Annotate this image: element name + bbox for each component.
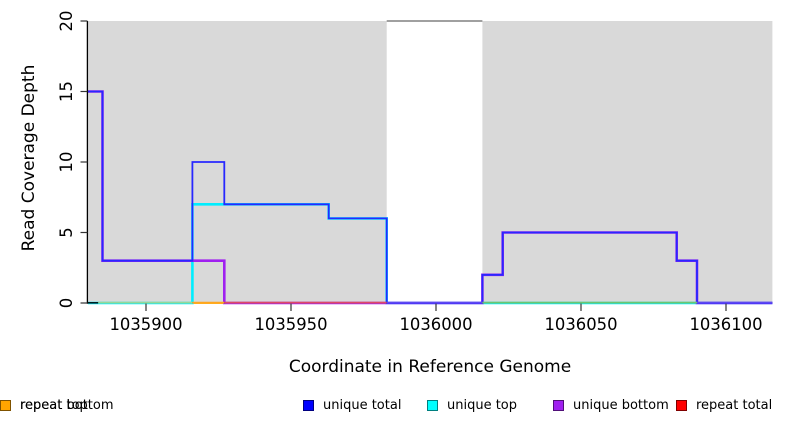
x-tick-label: 1036100 — [690, 315, 763, 334]
y-axis-title: Read Coverage Depth — [19, 64, 39, 252]
legend-item-repeat-total: repeat total — [676, 396, 772, 414]
series-unique-total — [88, 90, 773, 304]
shaded-region — [88, 21, 387, 303]
legend-item-unique-top: unique top — [427, 396, 517, 414]
y-tick-label: 0 — [57, 298, 76, 308]
x-axis-title: Coordinate in Reference Genome — [288, 357, 572, 377]
legend-item-unique-bottom: unique bottom — [553, 396, 669, 414]
legend-label: unique top — [447, 397, 518, 413]
y-tick-label: 5 — [57, 227, 76, 237]
legend-swatch-unique-total — [303, 399, 314, 411]
x-tick-label: 1036000 — [400, 315, 473, 334]
legend-label: repeat top — [20, 397, 88, 413]
legend-swatch-repeat-bottom — [0, 399, 11, 411]
y-tick-label: 15 — [57, 81, 76, 102]
legend-label: unique total — [323, 397, 402, 413]
y-tick-label: 10 — [57, 152, 76, 173]
legend-label: repeat total — [696, 397, 773, 413]
legend-label: unique bottom — [573, 397, 669, 413]
y-tick-label: 20 — [57, 11, 76, 32]
x-tick-label: 1035900 — [110, 315, 183, 334]
legend-label: repeat bottom — [20, 397, 114, 413]
x-tick-label: 1036050 — [545, 315, 618, 334]
legend-swatch-repeat-total — [676, 399, 687, 411]
legend-item-repeat-bottom: repeat bottom — [0, 396, 114, 414]
legend-swatch-unique-bottom — [553, 399, 564, 411]
x-tick-label: 1035950 — [255, 315, 328, 334]
coverage-plot: 1035900 1035950 1036000 1036050 1036100 0 5 10 1… — [57, 11, 773, 334]
legend-item-unique-total: unique total — [303, 396, 401, 414]
legend-swatch-unique-top — [427, 399, 438, 411]
shaded-region — [482, 21, 773, 303]
